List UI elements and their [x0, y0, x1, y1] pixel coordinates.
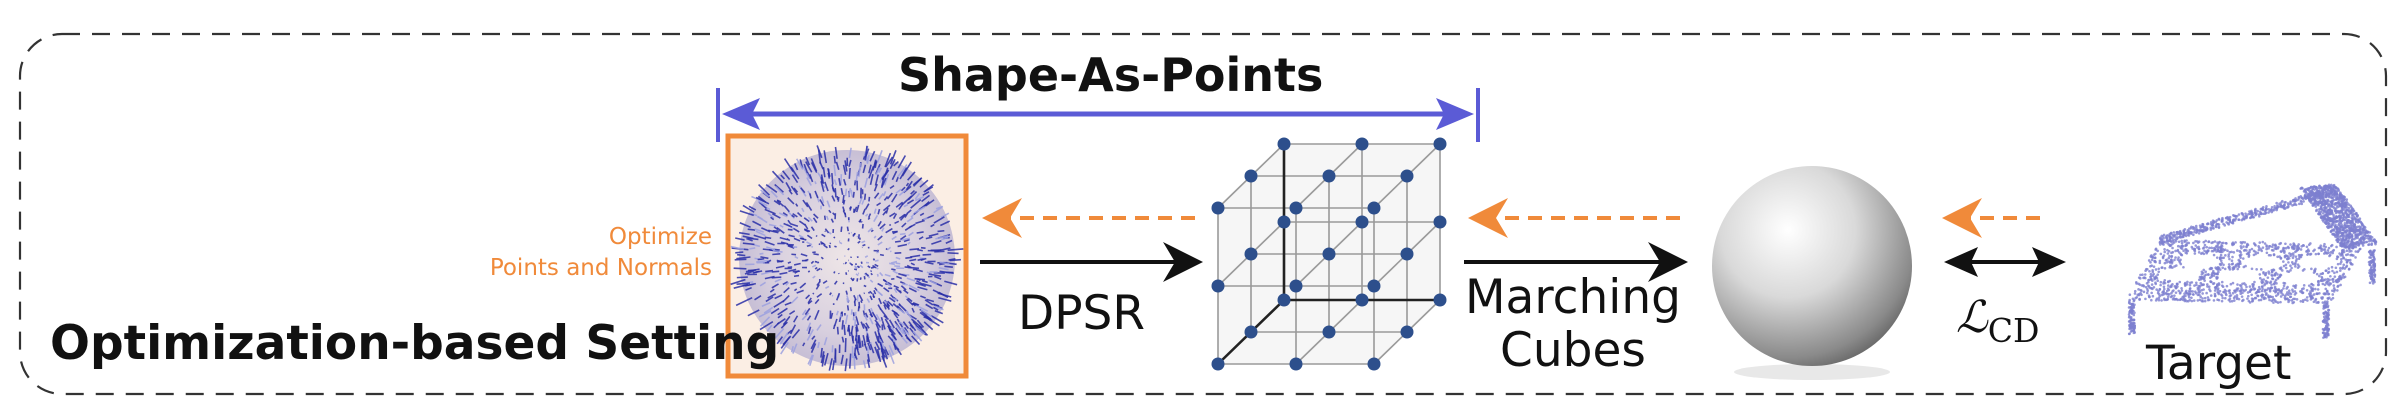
target-label: Target	[2146, 340, 2291, 387]
optimize-note-line2: Points and Normals	[490, 253, 712, 284]
mesh-sphere	[1712, 166, 1912, 380]
loss-symbol: ℒ	[1956, 292, 1988, 343]
marching-cubes-label: Marching Cubes	[1465, 272, 1681, 377]
chamfer-double-arrow	[1944, 247, 2066, 277]
target-point-cloud	[2128, 183, 2377, 338]
marching-cubes-line1: Marching	[1465, 272, 1681, 325]
optimize-note-line1: Optimize	[490, 222, 712, 253]
indicator-grid-cube	[1212, 138, 1447, 371]
chamfer-loss-label: ℒCD	[1956, 296, 2039, 340]
loss-subscript: CD	[1988, 311, 2040, 350]
marching-cubes-line2: Cubes	[1465, 325, 1681, 378]
optimize-note: Optimize Points and Normals	[490, 222, 712, 284]
shape-as-points-label: Shape-As-Points	[898, 52, 1323, 98]
setting-title: Optimization-based Setting	[50, 320, 779, 367]
dpsr-label: DPSR	[1018, 290, 1145, 337]
